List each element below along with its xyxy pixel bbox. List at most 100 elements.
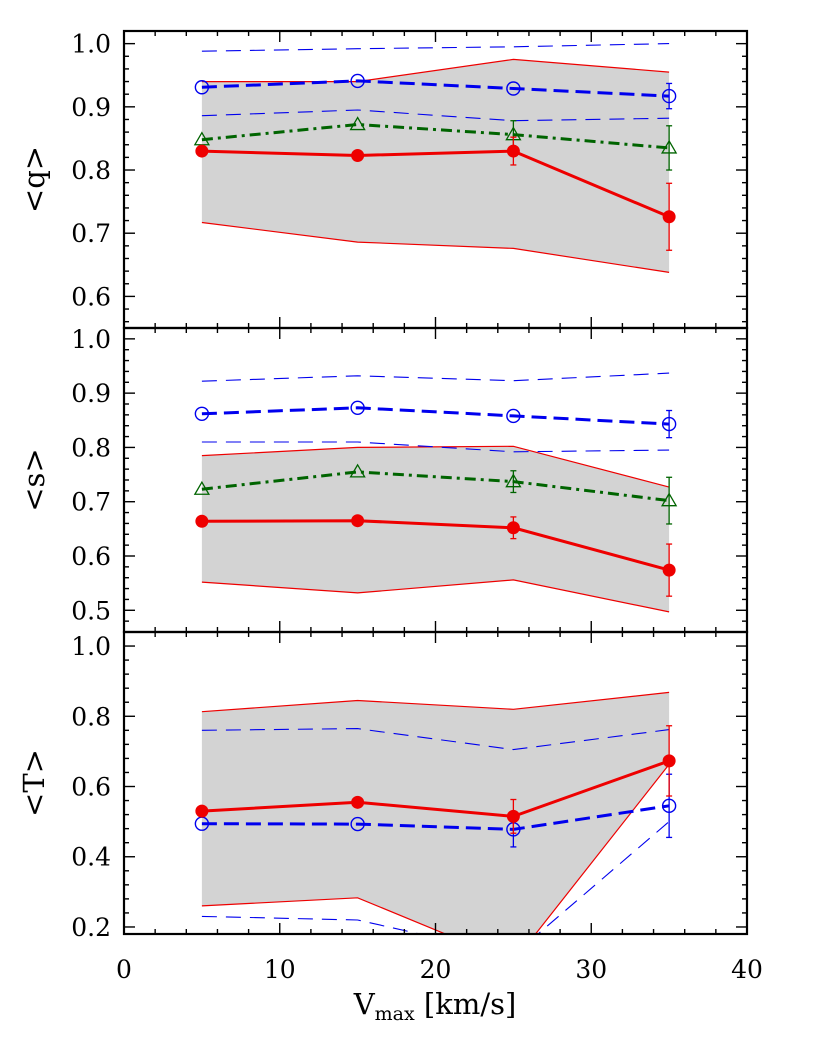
open-circle-series-line (201, 406, 670, 426)
data-point (660, 492, 678, 507)
error-bar (666, 125, 673, 171)
band-upper-line (201, 445, 670, 488)
data-point (195, 144, 209, 158)
data-point (505, 473, 522, 488)
y-tick-label: 0.6 (71, 542, 111, 571)
y-tick-label: 0.7 (71, 219, 111, 248)
panel-s: 0.5 0.6 0.7 0.8 0.9 1.0 <s> (17, 325, 749, 634)
blue-envelope-upper (201, 372, 670, 382)
data-point (506, 144, 520, 158)
data-point (662, 563, 676, 577)
x-tick-label: 0 (116, 955, 132, 984)
panel-t: 0.2 0.4 0.6 0.8 1.0 <T> (17, 630, 749, 942)
blue-envelope-lower (201, 109, 670, 122)
x-axis-title-main: V (353, 987, 376, 1021)
y-tick-label: 0.5 (71, 596, 111, 625)
data-point (661, 88, 677, 104)
data-point (506, 809, 520, 823)
filled-circle-series (195, 514, 676, 597)
y-tick-label: 0.2 (71, 913, 111, 942)
band-lower-line (201, 579, 670, 613)
data-point (194, 406, 210, 421)
error-bar (666, 476, 673, 525)
x-axis-title-unit: [km/s] (415, 987, 517, 1021)
data-point (506, 408, 521, 424)
y-tick-label: 0.4 (71, 843, 111, 872)
open-triangle-series-line (201, 470, 670, 503)
data-point (349, 463, 366, 478)
band-upper-line (201, 58, 670, 83)
panel-q: 0.6 0.7 0.8 0.9 1.0 <q> (17, 30, 749, 330)
panel-q-y-ticks (124, 30, 747, 323)
y-tick-label: 0.8 (71, 433, 111, 462)
data-point (350, 400, 365, 415)
data-point (350, 816, 365, 832)
data-point (660, 139, 678, 154)
error-bar (666, 82, 673, 110)
filled-circle-series-line (201, 519, 670, 572)
open-circle-series (194, 400, 677, 439)
blue-envelope-upper (201, 728, 670, 751)
data-point (662, 754, 676, 768)
data-point (661, 798, 677, 814)
y-tick-label: 1.0 (71, 325, 111, 354)
filled-circle-series (195, 136, 676, 251)
scatter-band (201, 692, 670, 934)
panel-t-y-ticks (124, 631, 747, 928)
blue-envelope-lower (201, 441, 670, 453)
y-tick-label: 1.0 (71, 632, 111, 661)
data-point (195, 514, 209, 528)
panel-s-plot-area (193, 372, 678, 613)
x-tick-label: 20 (420, 955, 452, 984)
y-tick-label: 0.6 (71, 282, 111, 311)
panel-s-y-ticks (124, 327, 747, 633)
filled-circle-series (195, 725, 676, 834)
y-tick-label: 0.7 (71, 488, 111, 517)
panel-q-plot-area (193, 43, 678, 273)
y-tick-label: 0.9 (71, 379, 111, 408)
open-triangle-series-line (201, 122, 670, 150)
data-point (662, 210, 676, 224)
y-tick-label: 0.6 (71, 773, 111, 802)
data-point (351, 148, 365, 162)
scatter-band (201, 59, 670, 273)
panel-s-y-axis-title: <s> (17, 448, 51, 511)
panel-q-y-axis-title: <q> (17, 146, 51, 213)
panel-t-plot-area (194, 691, 677, 934)
data-point (351, 514, 365, 528)
y-tick-label: 0.8 (71, 702, 111, 731)
x-tick-label: 10 (264, 955, 296, 984)
data-point (194, 80, 210, 95)
y-tick-label: 0.8 (71, 156, 111, 185)
x-tick-label: 30 (575, 955, 607, 984)
data-point (661, 416, 677, 432)
y-tick-label: 0.9 (71, 93, 111, 122)
open-triangle-series (193, 463, 678, 525)
open-circle-series (194, 73, 677, 110)
filled-circle-series-line (201, 759, 670, 818)
data-point (506, 521, 520, 535)
blue-envelope-lower (201, 821, 670, 934)
open-circle-series-line (201, 79, 670, 98)
x-axis-title: Vmax [km/s] (353, 987, 517, 1025)
x-axis: 0 10 20 30 40 (116, 955, 763, 984)
panel-t-x-ticks (123, 632, 748, 934)
band-lower-line (201, 221, 670, 273)
panels-layer: 0.60.70.80.91.0<q>0.50.60.70.80.91.0<s>0… (17, 30, 749, 942)
panel-t-y-axis-title: <T> (17, 749, 51, 817)
x-axis-title-subscript: max (375, 1003, 415, 1025)
data-point (350, 73, 365, 89)
error-bar (666, 409, 673, 439)
filled-circle-series-line (201, 149, 670, 219)
band-upper-line (201, 691, 670, 713)
y-tick-label: 1.0 (71, 30, 111, 59)
data-point (506, 81, 521, 96)
data-point (351, 795, 365, 809)
open-circle-series-line (201, 804, 670, 831)
x-tick-label: 40 (731, 955, 763, 984)
data-point (195, 804, 209, 818)
data-point (193, 480, 211, 495)
blue-envelope-upper (201, 43, 670, 52)
data-point (349, 116, 366, 131)
